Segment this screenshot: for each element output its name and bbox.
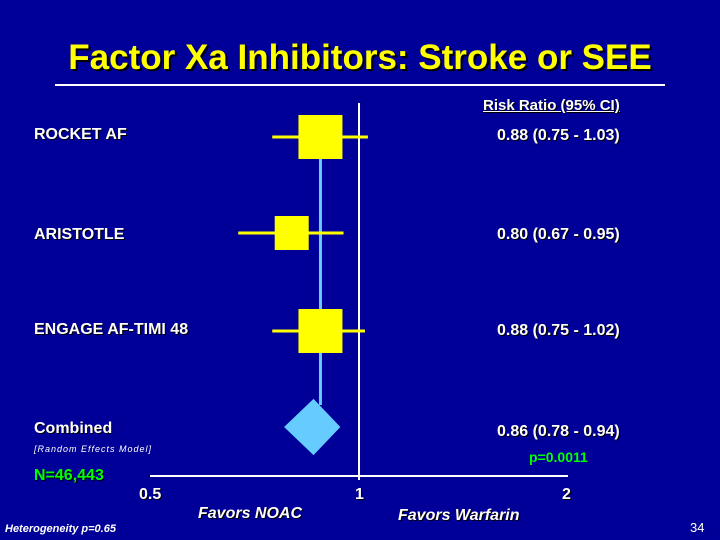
ci-text-combined: 0.86 (0.78 - 0.94) bbox=[497, 423, 620, 440]
study-label-aristotle: ARISTOTLE bbox=[34, 226, 125, 243]
risk-ratio-column-header: Risk Ratio (95% CI) bbox=[483, 97, 620, 114]
study-label-rocket-af: ROCKET AF bbox=[34, 126, 127, 143]
page-number: 34 bbox=[690, 520, 705, 535]
axis-tick-2: 2 bbox=[562, 486, 571, 503]
sample-size: N=46,443 bbox=[34, 467, 104, 484]
p-value: p=0.0011 bbox=[529, 449, 588, 465]
ci-text-rocket-af: 0.88 (0.75 - 1.03) bbox=[497, 127, 620, 144]
title-divider bbox=[55, 84, 665, 86]
estimate-box-2 bbox=[298, 309, 343, 353]
study-label-engage: ENGAGE AF-TIMI 48 bbox=[34, 321, 189, 338]
ci-text-aristotle: 0.80 (0.67 - 0.95) bbox=[497, 226, 620, 243]
heterogeneity-note: Heterogeneity p=0.65 bbox=[5, 523, 116, 535]
axis-tick-0-5: 0.5 bbox=[139, 486, 162, 503]
slide-title: Factor Xa Inhibitors: Stroke or SEE bbox=[68, 38, 652, 77]
estimate-box-1 bbox=[274, 216, 309, 250]
combined-diamond bbox=[284, 398, 341, 456]
study-label-combined: Combined bbox=[34, 420, 113, 437]
axis-tick-1: 1 bbox=[355, 486, 364, 503]
favors-warfarin-label: Favors Warfarin bbox=[398, 507, 520, 524]
favors-noac-label: Favors NOAC bbox=[198, 505, 303, 522]
ci-text-engage: 0.88 (0.75 - 1.02) bbox=[497, 322, 620, 339]
estimate-box-0 bbox=[298, 115, 343, 159]
random-effects-note: [Random Effects Model] bbox=[34, 444, 153, 454]
